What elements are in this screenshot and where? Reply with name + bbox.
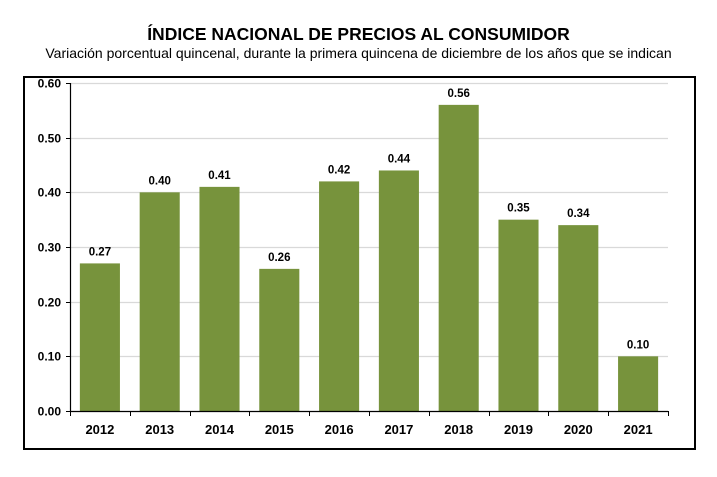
bar-2015 bbox=[259, 268, 300, 411]
x-tick-label: 2016 bbox=[325, 422, 354, 437]
x-tick-label: 2019 bbox=[504, 422, 533, 437]
y-tick-label: 0.40 bbox=[38, 186, 62, 200]
bar-2014 bbox=[199, 186, 240, 411]
x-tick-label: 2021 bbox=[624, 422, 653, 437]
data-label: 0.10 bbox=[627, 339, 649, 351]
x-tick-label: 2012 bbox=[85, 422, 114, 437]
data-label: 0.40 bbox=[149, 175, 171, 187]
y-tick-label: 0.10 bbox=[38, 350, 62, 364]
bar-2018 bbox=[438, 104, 479, 411]
data-label: 0.27 bbox=[89, 246, 111, 258]
y-tick-label: 0.00 bbox=[38, 405, 62, 419]
x-tick-label: 2013 bbox=[145, 422, 174, 437]
x-tick-label: 2014 bbox=[205, 422, 235, 437]
data-label: 0.44 bbox=[388, 153, 411, 165]
data-label: 0.35 bbox=[507, 203, 530, 215]
chart-frame bbox=[23, 76, 696, 450]
chart-subtitle: Variación porcentual quincenal, durante … bbox=[45, 45, 672, 61]
chart-title: ÍNDICE NACIONAL DE PRECIOS AL CONSUMIDOR bbox=[147, 24, 570, 44]
x-tick-label: 2020 bbox=[564, 422, 593, 437]
bar-2017 bbox=[378, 170, 419, 411]
y-tick-label: 0.60 bbox=[38, 77, 62, 91]
bar-2012 bbox=[79, 263, 120, 411]
bar-2021 bbox=[618, 356, 659, 411]
x-tick-label: 2017 bbox=[384, 422, 413, 437]
y-tick-label: 0.20 bbox=[38, 296, 62, 310]
bar-2020 bbox=[558, 225, 599, 411]
x-tick-label: 2018 bbox=[444, 422, 473, 437]
bars bbox=[79, 104, 659, 411]
labels: 0.00 0.10 0.20 0.30 0.40 0.50 0.60 0.27 2012 0.40… bbox=[38, 77, 653, 438]
data-label: 0.41 bbox=[208, 170, 231, 182]
data-label: 0.26 bbox=[268, 252, 290, 264]
axes bbox=[66, 83, 669, 416]
bar-2013 bbox=[139, 192, 180, 411]
bar-2016 bbox=[319, 181, 360, 411]
data-label: 0.56 bbox=[448, 88, 470, 100]
y-tick-label: 0.30 bbox=[38, 241, 62, 255]
y-tick-label: 0.50 bbox=[38, 132, 62, 146]
x-tick-label: 2015 bbox=[265, 422, 294, 437]
data-label: 0.34 bbox=[567, 208, 590, 220]
bar-2019 bbox=[498, 219, 539, 411]
data-label: 0.42 bbox=[328, 164, 350, 176]
